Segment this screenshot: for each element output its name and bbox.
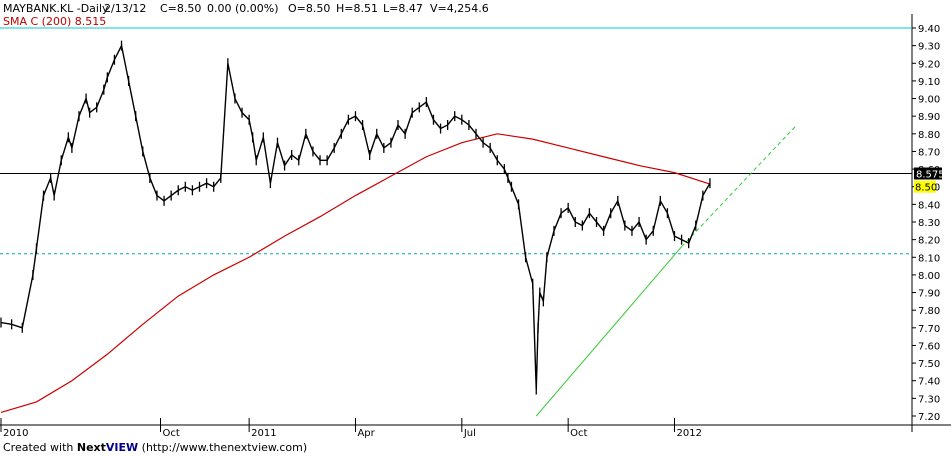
y-tick-label: 7.20	[918, 412, 940, 423]
x-tick-label: Jul	[463, 428, 476, 439]
footer-url[interactable]: (http://www.thenextview.com)	[141, 441, 308, 454]
y-tick-label: 7.30	[918, 394, 940, 405]
y-tick-label: 9.30	[918, 42, 940, 53]
y-tick-label: 7.70	[918, 324, 940, 335]
y-tick-label: 7.90	[918, 289, 940, 300]
header-low: L=8.47	[383, 2, 423, 15]
x-tick-label: 2010	[3, 428, 28, 439]
trendline-dashed	[681, 126, 796, 248]
header-symbol: MAYBANK.KL -Daily	[3, 2, 109, 15]
y-tick-label: 9.20	[918, 59, 940, 70]
y-tick-label: 9.10	[918, 77, 940, 88]
y-tick-label: 8.70	[918, 147, 940, 158]
y-tick-label: 8.80	[918, 130, 940, 141]
header-open: O=8.50	[288, 2, 331, 15]
header-high: H=8.51	[336, 2, 378, 15]
last-close-box	[914, 180, 936, 193]
header-change: 0.00 (0.00%)	[207, 2, 279, 15]
y-tick-label: 8.90	[918, 112, 940, 123]
brand-next: Next	[76, 441, 106, 454]
trendline-solid	[535, 246, 682, 417]
last-price-label: 8.575	[916, 170, 945, 181]
y-tick-label: 8.10	[918, 253, 940, 264]
x-tick-label: Apr	[357, 428, 375, 439]
header-volume: V=4,254.6	[430, 2, 489, 15]
footer-credit: Created with NextVIEW (http://www.thenex…	[3, 441, 307, 454]
sma-legend: SMA C (200) 8.515	[3, 15, 107, 28]
last-close-label: 8.50	[915, 183, 937, 194]
x-tick-label: 2012	[677, 428, 702, 439]
x-tick-label: Oct	[570, 428, 587, 439]
y-tick-label: 7.80	[918, 306, 940, 317]
y-tick-label: 8.00	[918, 271, 940, 282]
x-tick-label: 2011	[251, 428, 276, 439]
x-tick-label: Oct	[163, 428, 180, 439]
y-tick-label: 9.00	[918, 95, 940, 106]
y-tick-label: 7.60	[918, 341, 940, 352]
header-close: C=8.50	[160, 2, 202, 15]
last-price-box	[914, 167, 942, 180]
brand-view: VIEW	[105, 441, 139, 454]
y-tick-label: 8.40	[918, 200, 940, 211]
y-tick-label: 9.40	[918, 24, 940, 35]
y-tick-label: 7.40	[918, 377, 940, 388]
sma-line	[0, 133, 711, 414]
y-tick-label: 8.20	[918, 236, 940, 247]
y-tick-label: 7.50	[918, 359, 940, 370]
footer-prefix: Created with	[3, 441, 74, 454]
y-tick-label: 8.30	[918, 218, 940, 229]
header-date: 2/13/12	[104, 2, 147, 15]
